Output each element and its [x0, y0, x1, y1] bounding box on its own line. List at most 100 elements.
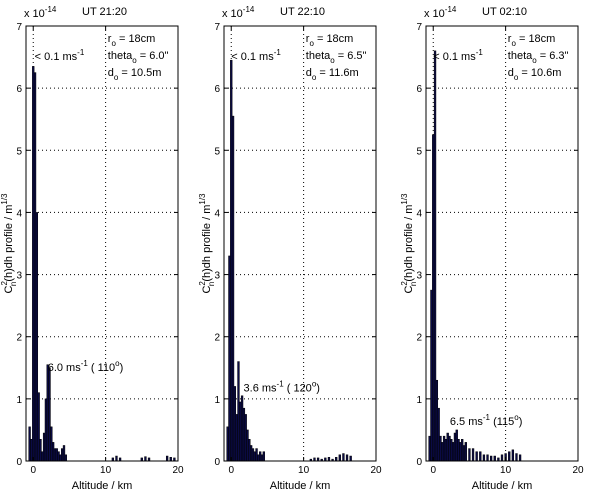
param-theta: thetao = 6.0"	[108, 50, 169, 65]
y-tick-label: 3	[214, 271, 220, 282]
bar	[259, 451, 262, 462]
bar	[165, 455, 169, 462]
bar	[448, 435, 451, 462]
bar	[515, 453, 518, 462]
bar	[450, 439, 453, 462]
bar	[237, 361, 240, 462]
bar	[471, 448, 475, 462]
bar	[244, 414, 247, 462]
bar	[439, 435, 442, 462]
bar	[62, 445, 66, 462]
bar	[249, 445, 253, 462]
bar	[248, 439, 251, 462]
bar	[335, 457, 338, 462]
bar	[518, 454, 522, 462]
y-tick-label: 2	[416, 333, 422, 344]
bar	[39, 439, 42, 462]
y-tick-label: 0	[416, 457, 422, 468]
y-tick-label: 5	[416, 146, 422, 157]
bar	[32, 66, 35, 462]
annotation-wind: 6.0 ms-1 ( 110o)	[48, 359, 124, 374]
x-tick-label: 0	[30, 465, 36, 476]
y-tick-label: 6	[214, 84, 220, 95]
param-r: ro = 18cm	[306, 33, 354, 48]
bar	[435, 379, 439, 462]
bar	[486, 454, 489, 462]
annotation-top-speed: < 0.1 ms-1	[433, 48, 483, 63]
bar	[233, 386, 237, 462]
plot-frame	[25, 25, 179, 462]
bar	[253, 451, 256, 462]
bar	[255, 448, 258, 462]
bar	[461, 439, 464, 462]
bar	[144, 456, 147, 462]
bar	[437, 407, 440, 462]
bar	[42, 432, 46, 462]
param-r: ro = 18cm	[108, 33, 156, 48]
y-tick-label: 7	[214, 22, 220, 33]
y-tick-label: 2	[16, 333, 22, 344]
bar	[231, 115, 235, 462]
bar	[48, 367, 51, 462]
bar	[489, 455, 493, 462]
y-tick-label: 7	[16, 22, 22, 33]
bar	[51, 442, 55, 462]
param-d: do = 10.6m	[508, 67, 562, 82]
y-tick-label: 0	[214, 457, 220, 468]
x-axis-label: Altitude / km	[72, 480, 133, 492]
bar	[430, 289, 433, 462]
bar	[239, 401, 242, 462]
bar	[53, 448, 57, 462]
bar	[251, 448, 255, 462]
bar	[500, 454, 504, 462]
annotation-top-speed: < 0.1 ms-1	[35, 48, 85, 63]
bar	[260, 454, 264, 462]
bar	[61, 448, 64, 462]
bar	[455, 429, 458, 462]
bar	[446, 432, 449, 462]
bar	[433, 50, 437, 462]
bar	[240, 395, 244, 462]
chart-panel-3: 0 10 20 0 1 2 3 4 5 6 7x 10-14 UT 02:10 Altitude / k…	[400, 5, 584, 492]
chart-title: UT 02:10	[482, 6, 527, 18]
param-theta: thetao = 6.5"	[306, 50, 367, 65]
bar	[508, 451, 511, 462]
y-tick-label: 4	[16, 208, 22, 219]
bar	[242, 407, 246, 462]
plot-frame	[223, 25, 377, 462]
y-axis-label: C2n(h)dh profile / m1/3	[400, 193, 418, 294]
x-axis-label: Altitude / km	[472, 480, 533, 492]
y-tick-label: 3	[16, 271, 22, 282]
bar	[475, 451, 478, 462]
bar	[432, 134, 435, 462]
bar	[59, 454, 62, 462]
bar	[511, 449, 515, 462]
y-tick-label: 0	[16, 457, 22, 468]
x-tick-label: 20	[172, 465, 184, 476]
y-tick-label: 1	[16, 395, 22, 406]
bar	[226, 426, 229, 462]
bar	[493, 455, 496, 462]
x-tick-label: 0	[228, 465, 234, 476]
bar	[30, 439, 33, 462]
bar	[444, 439, 448, 462]
x-tick-label: 0	[430, 465, 436, 476]
exponent-label: x 10-14	[424, 5, 457, 20]
y-tick-label: 4	[416, 208, 422, 219]
x-tick-label: 20	[370, 465, 382, 476]
bar	[327, 457, 331, 462]
chart-panel-2: 0 10 20 0 1 2 3 4 5 6 7x 10-14 UT 22:10 Altitude / k…	[198, 5, 382, 492]
bar	[46, 364, 49, 462]
plot-frame	[425, 25, 579, 462]
y-tick-label: 5	[16, 146, 22, 157]
chart-panel-1: 0 10 20 0 1 2 3 4 5 6 7x 10-14 UT 21:20 Altitude / k…	[0, 5, 184, 492]
y-tick-label: 5	[214, 146, 220, 157]
bar	[35, 212, 39, 462]
bar	[345, 454, 349, 462]
annotation-top-speed: < 0.1 ms-1	[231, 48, 281, 63]
y-tick-label: 1	[214, 395, 220, 406]
annotation-wind: 3.6 ms-1 ( 120o)	[244, 379, 320, 394]
bar	[169, 457, 172, 462]
chart-title: UT 22:10	[280, 6, 325, 18]
